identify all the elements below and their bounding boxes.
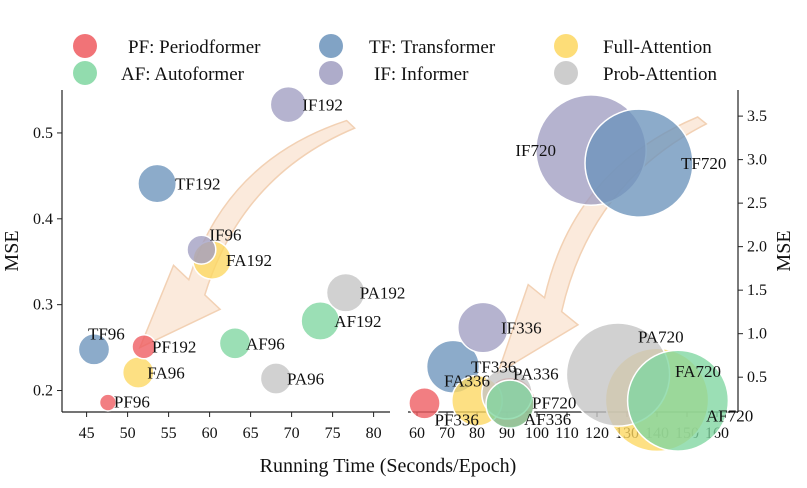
point-label-if192: IF192 [302,96,343,115]
legend-marker-tf [319,34,343,58]
point-label-pa720: PA720 [638,328,684,347]
y-axis-title: MSE [773,230,795,271]
bubble-af96 [218,326,252,360]
point-label-pa96: PA96 [287,370,324,389]
point-label-pa192: PA192 [360,284,406,303]
y-tick-label: 0.4 [33,211,53,228]
legend-label-pf: PF: Periodformer [128,37,261,58]
y-axis-title: MSE [1,230,23,271]
bubble-af720 [626,349,730,452]
point-label-tf336: TF336 [471,358,516,377]
point-label-fa192: FA192 [226,251,272,270]
x-tick-label: 60 [409,425,425,442]
x-tick-label: 100 [525,425,549,442]
bubble-if96 [186,234,217,265]
point-label-pf720: PF720 [532,393,576,412]
y-tick-label: 1.5 [747,282,767,299]
trend-arrow [138,119,356,350]
x-tick-label: 80 [366,425,382,442]
legend-label-tf: TF: Transformer [369,37,496,58]
point-label-af720: AF720 [706,407,753,426]
right-panel: 607080901001101201301401501600.51.01.52.… [408,90,795,453]
bubble-pf192 [131,333,157,360]
bubble-if336 [457,301,509,354]
bubble-af192 [300,301,341,341]
legend-marker-if [319,61,343,85]
bubble-pf336 [408,386,441,420]
bubble-tf720 [584,108,694,218]
point-label-tf192: TF192 [175,175,220,194]
x-axis-title: Running Time (Seconds/Epoch) [260,455,517,477]
legend-marker-af [73,61,97,85]
bubble-pf96 [98,393,118,412]
point-label-pf336: PF336 [435,410,479,429]
x-tick-label: 60 [202,425,218,442]
y-tick-label: 2.0 [747,239,767,256]
point-label-fa720: FA720 [675,362,721,381]
y-tick-label: 3.5 [747,108,767,125]
point-label-af192: AF192 [334,312,381,331]
y-tick-label: 3.0 [747,152,767,169]
point-label-if336: IF336 [501,319,542,338]
point-label-af336: AF336 [524,410,571,429]
legend: PF: Periodformer TF: Transformer Full-Atte… [73,34,717,85]
point-label-pf192: PF192 [152,338,196,357]
y-tick-label: 0.2 [33,383,53,400]
point-label-pa336: PA336 [513,365,559,384]
legend-label-af: AF: Autoformer [121,64,245,85]
bubble-if192 [269,85,308,124]
y-tick-label: 0.5 [33,125,53,142]
x-tick-label: 55 [161,425,177,442]
legend-label-if: IF: Informer [374,64,469,85]
legend-marker-pf [73,34,97,58]
bubble-pa96 [259,362,293,395]
x-tick-label: 70 [439,425,455,442]
x-tick-label: 90 [499,425,515,442]
bubble-pa192 [325,272,366,313]
y-tick-label: 0.5 [747,369,767,386]
point-label-if96: IF96 [209,226,241,245]
bubble-af336 [485,379,535,429]
x-tick-label: 70 [284,425,300,442]
legend-label-fa: Full-Attention [603,37,712,58]
x-tick-label: 110 [555,425,578,442]
x-tick-label: 75 [325,425,341,442]
bubble-tf96 [77,332,111,366]
x-tick-label: 45 [79,425,95,442]
point-label-if720: IF720 [515,141,556,160]
x-tick-label: 50 [120,425,136,442]
point-label-tf96: TF96 [88,324,125,343]
x-tick-label: 120 [585,425,609,442]
point-label-tf720: TF720 [681,154,726,173]
y-tick-label: 0.3 [33,297,53,314]
point-label-af96: AF96 [246,334,285,353]
legend-label-pa: Prob-Attention [603,64,717,85]
y-tick-label: 2.5 [747,195,767,212]
legend-marker-fa [554,34,578,58]
x-tick-label: 80 [469,425,485,442]
legend-marker-pa [554,61,578,85]
x-tick-label: 65 [243,425,259,442]
point-label-fa336: FA336 [444,372,490,391]
point-label-pf96: PF96 [114,393,150,412]
bubble-tf192 [137,163,178,204]
y-tick-label: 1.0 [747,326,767,343]
left-panel: 45 50 55 60 65 70 75 80 0.2 0.3 0.4 0.5 MSE PF96 PF192… [1,85,406,442]
point-label-fa96: FA96 [147,364,184,383]
